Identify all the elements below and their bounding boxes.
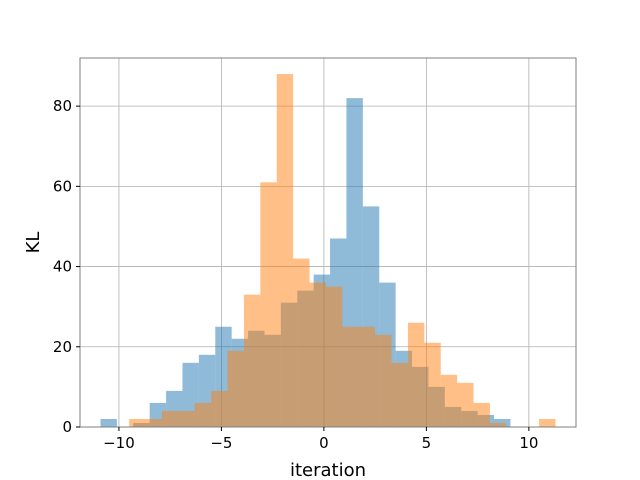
- y-axis-label: KL: [23, 232, 44, 254]
- histogram-bar: [473, 402, 490, 427]
- x-tick-label: 10: [519, 434, 538, 452]
- y-tick-label: 40: [53, 258, 72, 276]
- histogram-bar: [276, 74, 294, 427]
- histogram-bar: [489, 422, 507, 427]
- histogram-bar: [178, 410, 195, 427]
- x-tick-label: −10: [103, 434, 135, 452]
- y-tick-label: 0: [62, 418, 72, 436]
- x-tick-label: −5: [210, 434, 232, 452]
- plot-frame: [79, 57, 577, 428]
- x-tick-label: 0: [319, 434, 329, 452]
- histogram-bar: [129, 418, 146, 427]
- histogram-bar: [293, 258, 310, 427]
- histogram-bar: [194, 402, 212, 427]
- histogram-bar: [407, 322, 425, 427]
- histogram-bar: [243, 294, 261, 427]
- histogram-bar: [391, 362, 408, 427]
- histogram-bar: [457, 382, 474, 427]
- histogram-bar: [424, 342, 441, 427]
- x-axis-label: iteration: [290, 460, 366, 480]
- histogram-bar: [145, 418, 162, 427]
- histogram-bar: [342, 326, 359, 427]
- histogram-bar: [227, 350, 244, 427]
- histogram-bar: [309, 282, 326, 427]
- histogram-bar: [100, 418, 117, 427]
- histogram-bars: [100, 74, 556, 427]
- histogram-bar: [260, 182, 277, 427]
- histogram-bar: [325, 286, 343, 427]
- axis-ticks: −10 −5 0 5 10 0 20 40 60 80: [53, 97, 539, 452]
- histogram-bar: [358, 326, 376, 427]
- x-tick-label: 5: [422, 434, 432, 452]
- y-tick-label: 60: [53, 177, 72, 195]
- histogram-bar: [211, 390, 228, 427]
- histogram-bar: [440, 374, 458, 427]
- histogram-bar: [161, 410, 179, 427]
- y-tick-label: 80: [53, 97, 72, 115]
- histogram-series-1: [129, 74, 556, 427]
- histogram-bar: [375, 334, 392, 427]
- y-tick-label: 20: [53, 338, 72, 356]
- histogram-bar: [539, 418, 556, 427]
